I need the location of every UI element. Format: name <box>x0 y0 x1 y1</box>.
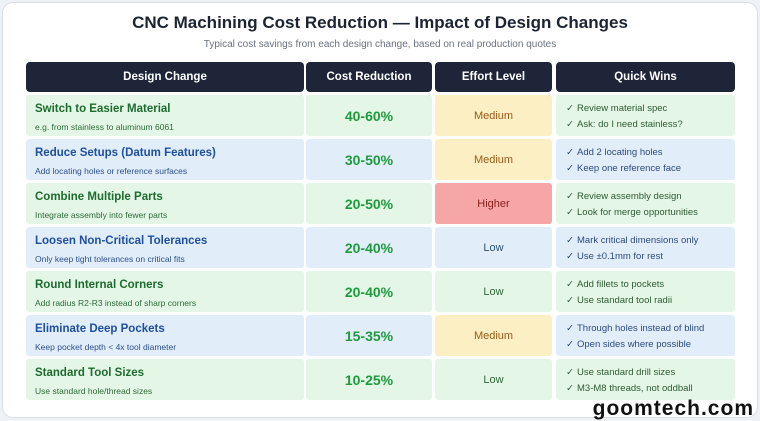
quick-win-item: ✓ Through holes instead of blind <box>566 323 704 334</box>
design-change-name: Combine Multiple Parts <box>35 191 163 203</box>
quick-wins-cell: ✓ Add fillets to pockets ✓ Use standard too… <box>556 271 735 312</box>
column-header-design-change: Design Change <box>26 62 304 92</box>
design-change-cell: Standard Tool Sizes Use standard hole/thr… <box>26 359 304 400</box>
effort-level-cell: Medium <box>435 139 552 180</box>
check-icon: ✓ <box>566 235 574 246</box>
quick-win-text: Ask: do I need stainless? <box>577 119 683 130</box>
cost-reduction-cell: 20-40% <box>306 271 432 312</box>
quick-win-text: Mark critical dimensions only <box>577 235 699 246</box>
quick-win-text: Keep one reference face <box>577 163 682 174</box>
cost-reduction-cell: 40-60% <box>306 95 432 136</box>
design-change-name: Switch to Easier Material <box>35 103 171 115</box>
cost-reduction-cell: 15-35% <box>306 315 432 356</box>
design-change-description: Integrate assembly into fewer parts <box>35 210 168 220</box>
column-header-cost-reduction: Cost Reduction <box>306 62 432 92</box>
effort-level-cell: Low <box>435 359 552 400</box>
page-subtitle: Typical cost savings from each design ch… <box>203 39 557 50</box>
design-change-cell: Switch to Easier Material e.g. from stain… <box>26 95 304 136</box>
quick-wins-cell: ✓ Add 2 locating holes ✓ Keep one reference… <box>556 139 735 180</box>
quick-win-item: ✓ Open sides where possible <box>566 339 691 350</box>
quick-win-text: Review assembly design <box>577 191 682 202</box>
quick-win-text: Review material spec <box>577 103 668 114</box>
check-icon: ✓ <box>566 119 574 130</box>
quick-wins-cell: ✓ Mark critical dimensions only ✓ Use ±0.1m… <box>556 227 735 268</box>
design-change-name: Standard Tool Sizes <box>35 367 145 379</box>
quick-win-text: Add fillets to pockets <box>577 279 665 290</box>
design-change-description: e.g. from stainless to aluminum 6061 <box>35 122 174 132</box>
design-change-cell: Reduce Setups (Datum Features) Add locati… <box>26 139 304 180</box>
quick-win-text: Open sides where possible <box>577 339 692 350</box>
design-change-cell: Loosen Non-Critical Tolerances Only keep … <box>26 227 304 268</box>
quick-win-item: ✓ Keep one reference face <box>566 163 681 174</box>
quick-win-text: Look for merge opportunities <box>577 207 698 218</box>
check-icon: ✓ <box>566 383 574 394</box>
quick-win-item: ✓ M3-M8 threads, not oddball <box>566 383 693 394</box>
design-change-cell: Eliminate Deep Pockets Keep pocket depth … <box>26 315 304 356</box>
watermark: goomtech.com <box>592 397 754 420</box>
check-icon: ✓ <box>566 251 574 262</box>
quick-win-text: Use standard tool radii <box>577 295 673 306</box>
check-icon: ✓ <box>566 163 574 174</box>
quick-win-item: ✓ Add fillets to pockets <box>566 279 664 290</box>
check-icon: ✓ <box>566 147 574 158</box>
cost-reduction-cell: 10-25% <box>306 359 432 400</box>
column-header-quick-wins: Quick Wins <box>556 62 735 92</box>
effort-level-cell: Low <box>435 271 552 312</box>
cost-reduction-cell: 20-40% <box>306 227 432 268</box>
effort-level-cell: Higher <box>435 183 552 224</box>
quick-win-item: ✓ Use standard drill sizes <box>566 367 675 378</box>
design-change-description: Add locating holes or reference surfaces <box>35 166 188 176</box>
design-change-cell: Round Internal Corners Add radius R2-R3 i… <box>26 271 304 312</box>
check-icon: ✓ <box>566 103 574 114</box>
quick-win-text: Use ±0.1mm for rest <box>577 251 663 262</box>
quick-wins-cell: ✓ Review assembly design ✓ Look for merge o… <box>556 183 735 224</box>
design-change-description: Only keep tight tolerances on critical f… <box>35 254 185 264</box>
column-header-effort-level: Effort Level <box>435 62 552 92</box>
cost-reduction-cell: 20-50% <box>306 183 432 224</box>
design-change-name: Eliminate Deep Pockets <box>35 323 165 335</box>
check-icon: ✓ <box>566 367 574 378</box>
effort-level-cell: Low <box>435 227 552 268</box>
quick-win-text: M3-M8 threads, not oddball <box>577 383 693 394</box>
check-icon: ✓ <box>566 295 574 306</box>
quick-win-item: ✓ Add 2 locating holes <box>566 147 663 158</box>
quick-win-item: ✓ Look for merge opportunities <box>566 207 698 218</box>
quick-win-item: ✓ Review assembly design <box>566 191 682 202</box>
check-icon: ✓ <box>566 207 574 218</box>
quick-win-text: Add 2 locating holes <box>577 147 663 158</box>
quick-wins-cell: ✓ Use standard drill sizes ✓ M3-M8 threads,… <box>556 359 735 400</box>
design-change-description: Use standard hole/thread sizes <box>35 386 153 396</box>
design-change-name: Loosen Non-Critical Tolerances <box>35 235 208 247</box>
cost-reduction-cell: 30-50% <box>306 139 432 180</box>
quick-wins-cell: ✓ Through holes instead of blind ✓ Open sid… <box>556 315 735 356</box>
design-change-description: Add radius R2-R3 instead of sharp corner… <box>35 298 197 308</box>
page-title: CNC Machining Cost Reduction — Impact of… <box>132 13 628 32</box>
quick-wins-cell: ✓ Review material spec ✓ Ask: do I need sta… <box>556 95 735 136</box>
quick-win-item: ✓ Use ±0.1mm for rest <box>566 251 663 262</box>
quick-win-text: Use standard drill sizes <box>577 367 676 378</box>
check-icon: ✓ <box>566 323 574 334</box>
effort-level-cell: Medium <box>435 315 552 356</box>
design-change-cell: Combine Multiple Parts Integrate assembly… <box>26 183 304 224</box>
design-change-description: Keep pocket depth < 4x tool diameter <box>35 342 177 352</box>
check-icon: ✓ <box>566 191 574 202</box>
quick-win-item: ✓ Mark critical dimensions only <box>566 235 698 246</box>
design-change-name: Reduce Setups (Datum Features) <box>35 147 216 159</box>
design-change-name: Round Internal Corners <box>35 279 164 291</box>
check-icon: ✓ <box>566 279 574 290</box>
effort-level-cell: Medium <box>435 95 552 136</box>
check-icon: ✓ <box>566 339 574 350</box>
quick-win-item: ✓ Review material spec <box>566 103 667 114</box>
quick-win-item: ✓ Ask: do I need stainless? <box>566 119 683 130</box>
quick-win-item: ✓ Use standard tool radii <box>566 295 672 306</box>
quick-win-text: Through holes instead of blind <box>577 323 705 334</box>
